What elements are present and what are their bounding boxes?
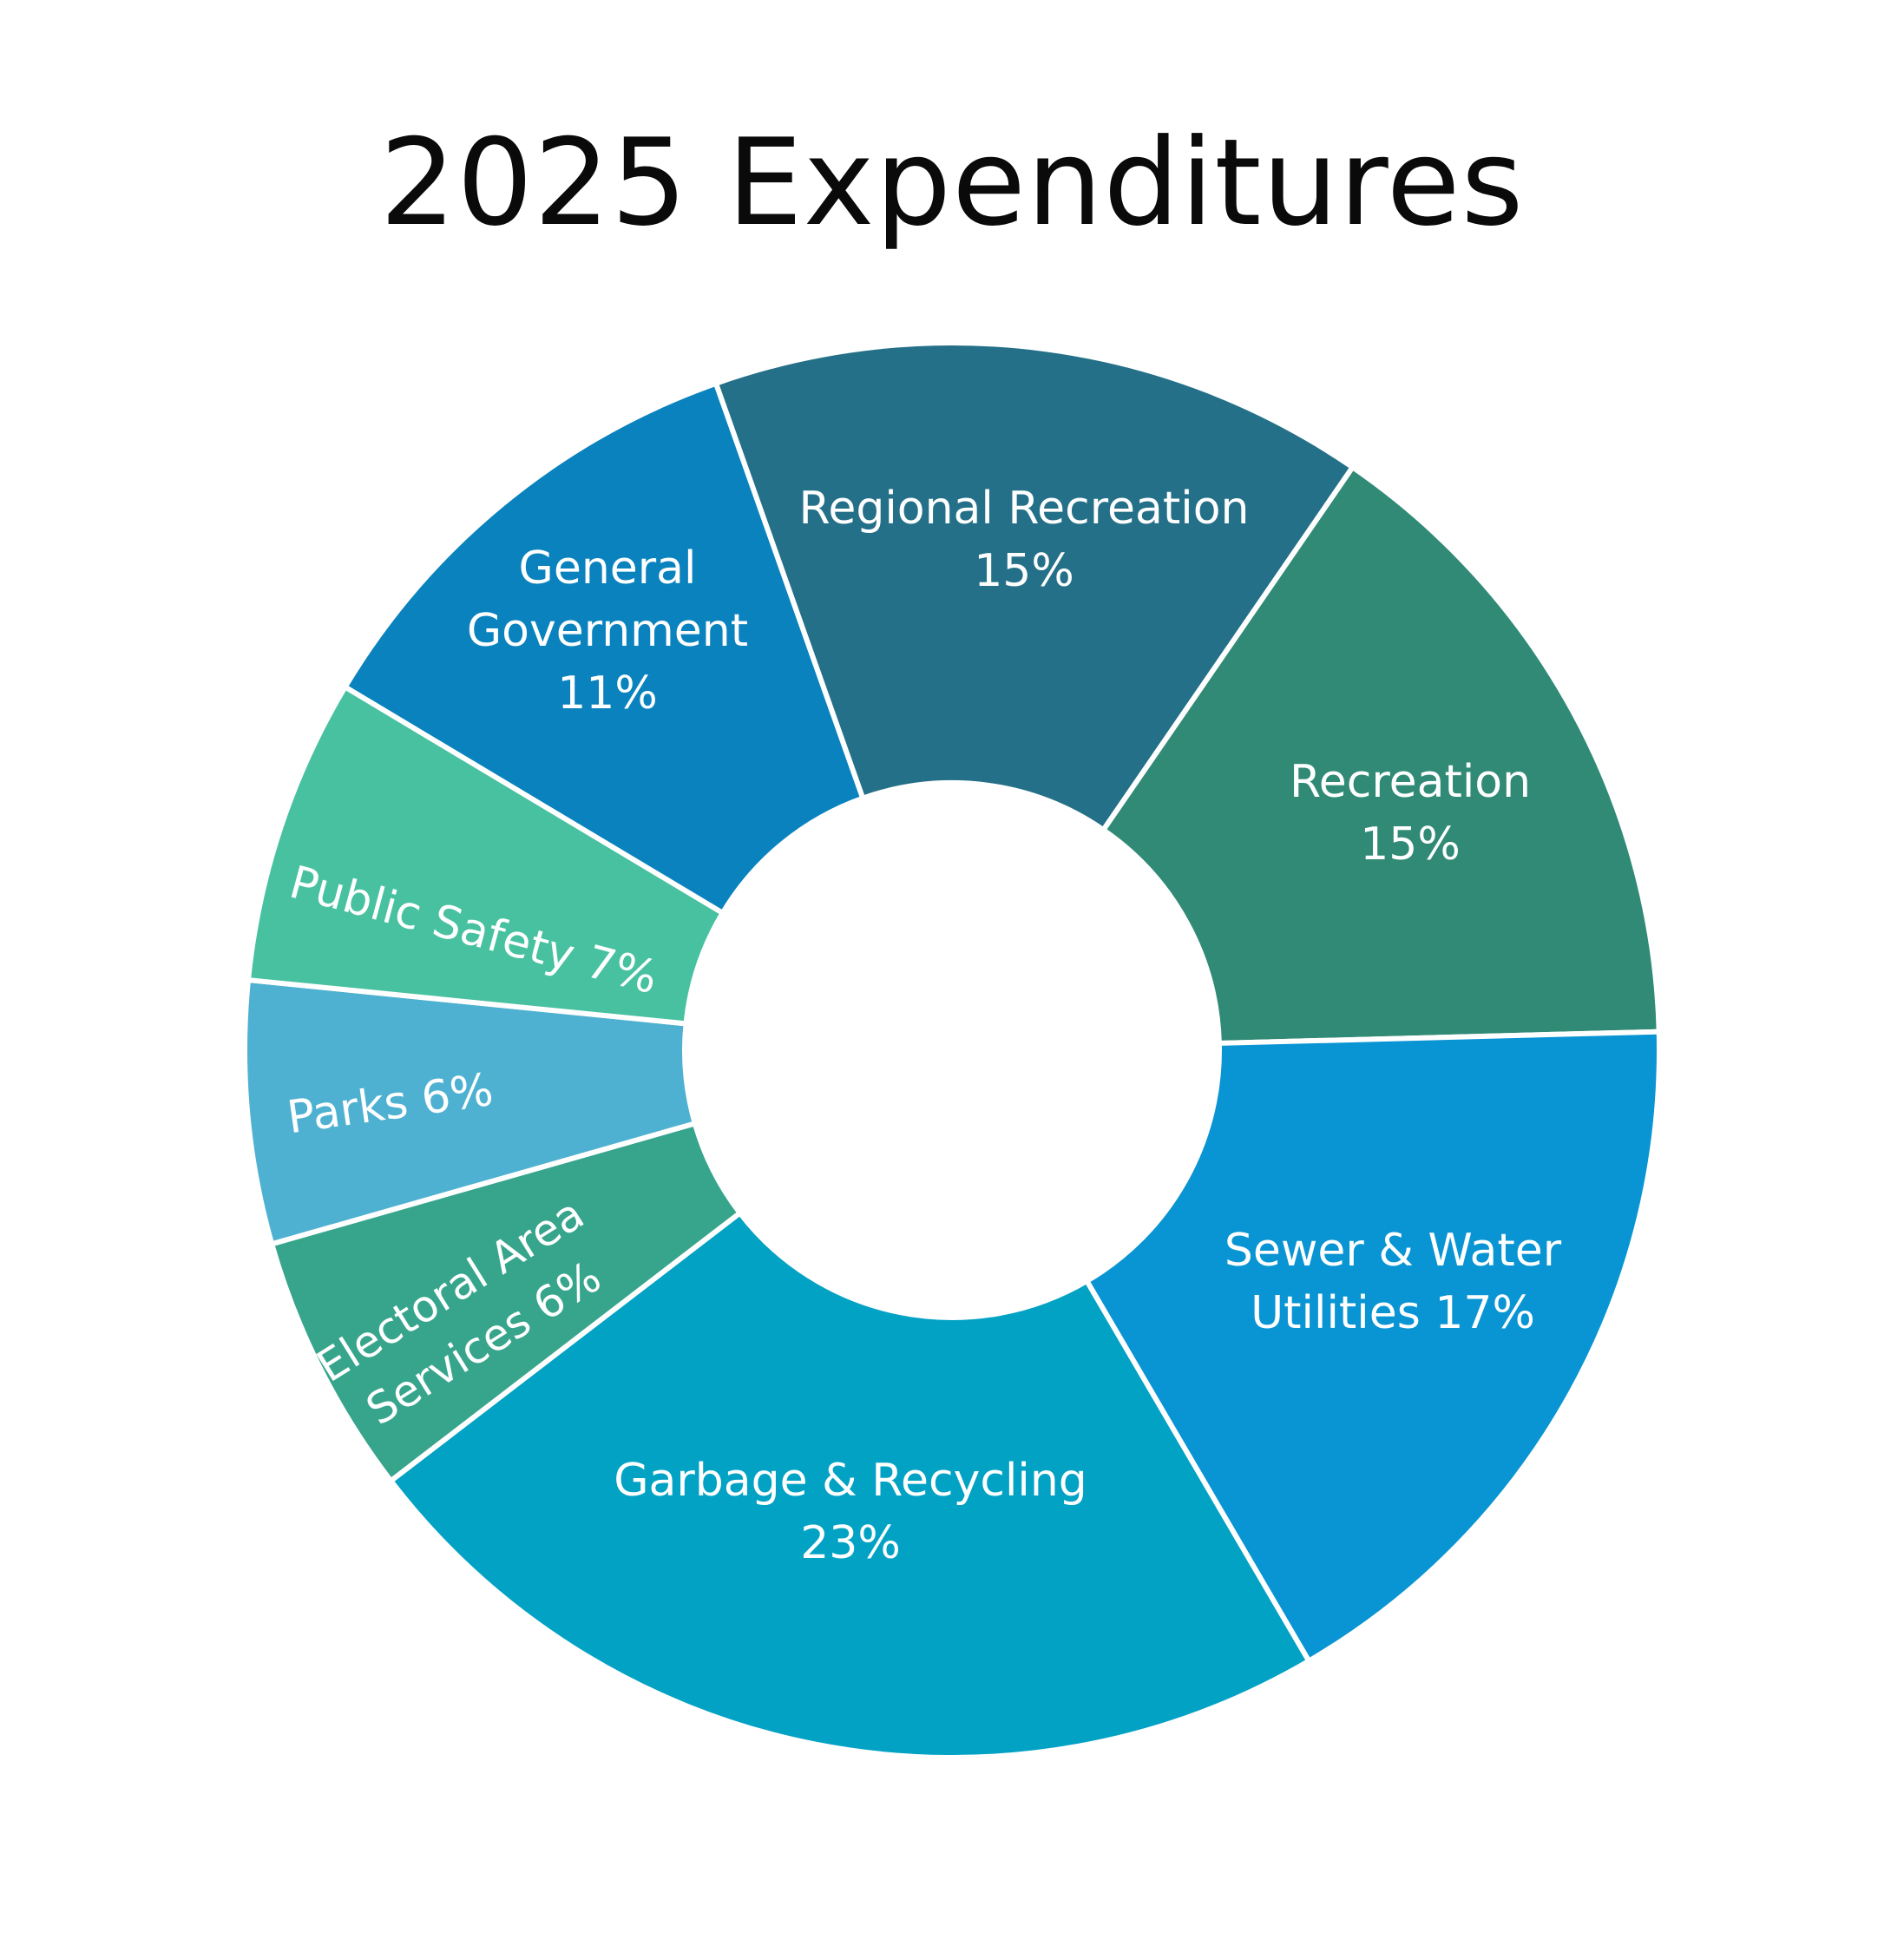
slice-label-regional-recreation: Regional Recreation 15% [799, 483, 1250, 597]
slice-label-line: 15% [974, 545, 1074, 597]
slice-recreation [1100, 464, 1662, 1046]
slice-sewer-water-utilities [1084, 1029, 1662, 1664]
slice-label-sewer-water-utilities: Sewer & Water Utilities 17% [1224, 1225, 1562, 1339]
slice-label-line: 23% [800, 1517, 901, 1569]
slice-parks [242, 977, 698, 1247]
slice-label-line: Recreation [1290, 756, 1531, 808]
slice-label-line: Utilities 17% [1251, 1287, 1535, 1339]
chart-title: 2025 Expenditures [379, 113, 1525, 253]
slice-label-line: 11% [557, 667, 658, 720]
slice-label-line: Regional Recreation [799, 483, 1250, 535]
slice-general-government [342, 380, 866, 916]
slice-label-line: General [519, 542, 697, 595]
slice-label-line: 15% [1360, 818, 1461, 871]
slice-public-safety [246, 684, 725, 1027]
slice-label-garbage-recycling: Garbage & Recycling 23% [614, 1455, 1087, 1569]
slice-label-recreation: Recreation 15% [1290, 756, 1531, 871]
slice-label-line: Sewer & Water [1224, 1225, 1562, 1277]
slice-label-general-government: General Government 11% [467, 542, 748, 720]
slice-label-line: Garbage & Recycling [614, 1455, 1087, 1507]
slice-regional-recreation [712, 340, 1356, 833]
slice-label-line: Government [467, 605, 748, 657]
slice-garbage-recycling [388, 1210, 1312, 1760]
